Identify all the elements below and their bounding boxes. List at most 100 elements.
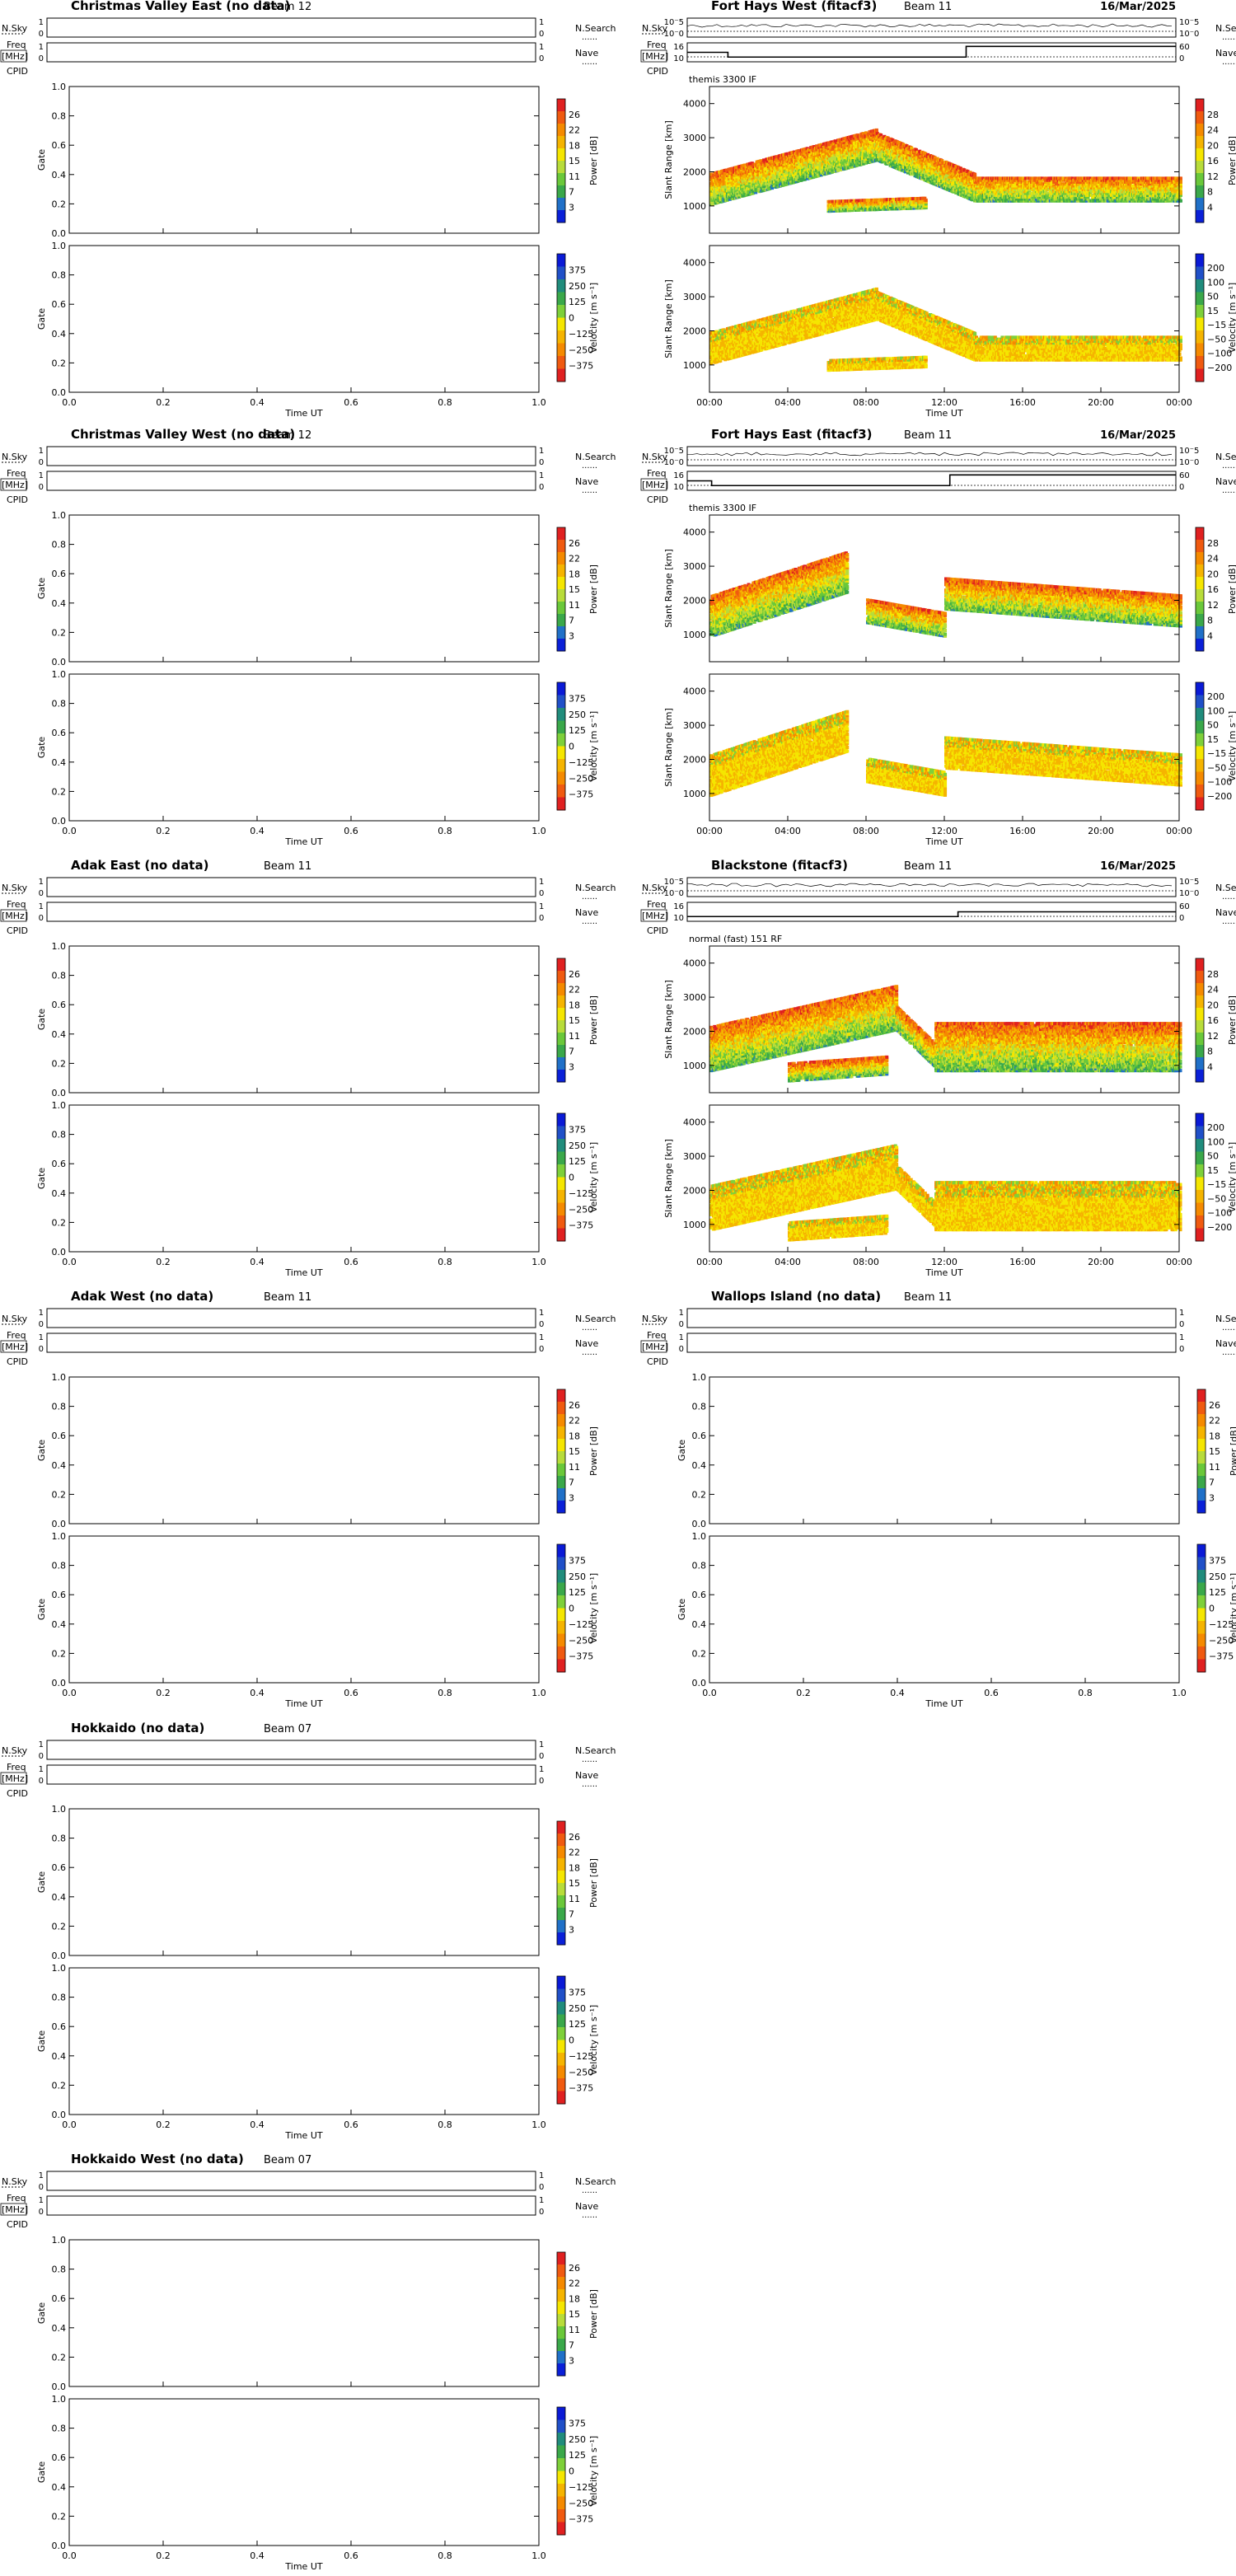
- colorbar-tick-label: 3: [569, 202, 574, 213]
- colorbar-segment: [557, 344, 565, 357]
- colorbar-segment: [557, 111, 565, 124]
- y-tick-label: 0.0: [52, 228, 67, 239]
- colorbar-segment: [557, 161, 565, 174]
- colorbar-segment: [557, 369, 565, 382]
- freq-strip: [687, 43, 1176, 62]
- cpid-label: CPID: [7, 66, 28, 77]
- y-tick-label: 0.6: [52, 140, 67, 151]
- x-tick-label: 0.6: [344, 397, 358, 408]
- colorbar-segment: [557, 330, 565, 344]
- colorbar-segment: [557, 124, 565, 137]
- colorbar-tick-label: 375: [569, 265, 586, 275]
- noise-tick: 10⁻0: [664, 30, 684, 39]
- y-tick-label: 1.0: [52, 82, 67, 92]
- colorbar-tick-label: 0: [569, 313, 574, 324]
- colorbar-tick-label: 250: [569, 281, 586, 292]
- colorbar-tick-label: 18: [569, 140, 580, 151]
- colorbar-tick-label: 7: [569, 187, 574, 198]
- cpid-label: CPID: [647, 66, 668, 77]
- colorbar-segment: [557, 318, 565, 331]
- noise-tick: 10⁻5: [664, 18, 684, 27]
- strip-tick: 0: [39, 54, 44, 63]
- power-panel: 0.0 0.2 0.4 0.6 0.8 1.0 Gate 26 22 18 15 11 7 3 Power …: [36, 82, 599, 239]
- data-cell: [875, 129, 878, 132]
- colorbar-tick-label: 125: [569, 297, 586, 307]
- freq-label: Freq: [647, 40, 667, 50]
- y-tick-label: 0.4: [52, 170, 67, 180]
- strip-tick: 1: [539, 18, 544, 27]
- strip-tick: 0: [539, 54, 544, 63]
- colorbar-segment: [557, 148, 565, 162]
- y-axis-label: Gate: [36, 308, 47, 330]
- y-tick-label: 0.8: [52, 270, 67, 281]
- nsearch-legend: ......: [1222, 33, 1236, 42]
- y-tick-label: 0.2: [52, 358, 67, 368]
- mhz-label: [MHz]: [2, 51, 28, 62]
- y-tick-label: 0.6: [52, 299, 67, 310]
- colorbar-tick-label: −375: [569, 361, 593, 372]
- colorbar-segment: [557, 267, 565, 280]
- colorbar-segment: [557, 136, 565, 149]
- nave-legend: ......: [1222, 58, 1236, 67]
- colorbar-segment: [557, 293, 565, 306]
- data-cell: [910, 146, 913, 149]
- y-tick-label: 0.4: [52, 329, 67, 340]
- y-axis-label: Gate: [36, 149, 47, 171]
- colorbar-axis-label: Power [dB]: [588, 136, 599, 185]
- strip-tick: 0: [539, 30, 544, 39]
- colorbar-segment: [557, 305, 565, 318]
- nave-tick: 0: [1179, 54, 1184, 63]
- nsky-label: N.Sky: [2, 23, 28, 34]
- freq-tick: 16: [673, 43, 684, 52]
- strip-tick: 1: [539, 43, 544, 52]
- colorbar-axis-label: Velocity [m s⁻¹]: [588, 283, 599, 353]
- nave-tick: 60: [1179, 43, 1190, 52]
- noise-tick: 10⁻5: [1179, 18, 1199, 27]
- colorbar-segment: [557, 185, 565, 199]
- strip-tick: 0: [39, 30, 44, 39]
- data-cell: [973, 173, 976, 176]
- x-axis-label: Time UT: [284, 408, 322, 419]
- colorbar-segment: [557, 210, 565, 223]
- nsearch-legend: ......: [582, 33, 597, 42]
- date-label: 16/Mar/2025: [1100, 1, 1176, 13]
- panel-background: [69, 87, 539, 233]
- freq-tick: 10: [673, 54, 684, 63]
- colorbar-tick-label: 11: [569, 171, 580, 182]
- nave-legend: ......: [582, 58, 597, 67]
- x-tick-label: 1.0: [531, 397, 546, 408]
- x-tick-label: 0.2: [156, 397, 171, 408]
- y-tick-label: 0.8: [52, 111, 67, 122]
- y-tick-label: 1.0: [52, 241, 67, 251]
- x-tick-label: 0.8: [438, 397, 452, 408]
- colorbar-segment: [557, 173, 565, 186]
- mhz-label: [MHz]: [642, 51, 668, 62]
- power-colorbar: 26 22 18 15 11 7 3 Power [dB]: [557, 99, 599, 223]
- strip-tick: 1: [39, 18, 44, 27]
- freq-label: Freq: [7, 40, 26, 50]
- station-title: Fort Hays West (fitacf3): [711, 0, 877, 13]
- program-label: themis 3300 IF: [689, 74, 756, 85]
- colorbar-tick-label: 22: [569, 125, 580, 136]
- colorbar-segment: [557, 279, 565, 293]
- colorbar-segment: [557, 198, 565, 211]
- colorbar-segment: [557, 254, 565, 267]
- freq-strip: [47, 43, 536, 62]
- noise-tick: 10⁻0: [1179, 30, 1199, 39]
- colorbar-tick-label: 15: [569, 156, 580, 166]
- colorbar-tick-label: 26: [569, 110, 580, 120]
- noise-strip: [47, 18, 536, 37]
- beam-label: Beam 12: [264, 1, 311, 13]
- noise-strip: [687, 18, 1176, 37]
- colorbar-segment: [557, 356, 565, 369]
- colorbar-segment: [557, 99, 565, 112]
- station-title: Christmas Valley East (no data): [71, 0, 290, 13]
- x-tick-label: 0.0: [62, 397, 77, 408]
- strip-tick: 1: [39, 43, 44, 52]
- panel-background: [69, 246, 539, 392]
- y-tick-label: 0.2: [52, 199, 67, 209]
